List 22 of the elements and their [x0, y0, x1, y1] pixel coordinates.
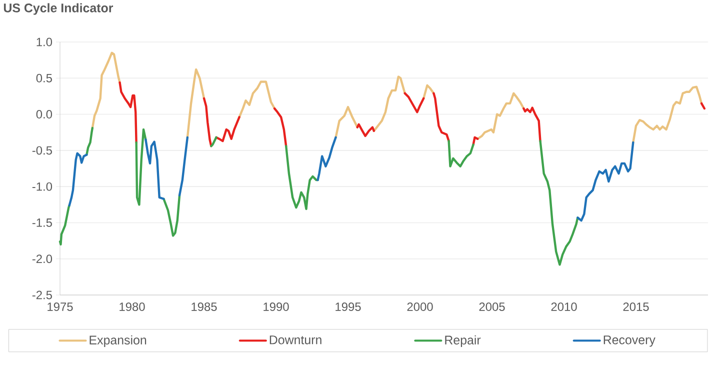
x-tick-label: 2005	[479, 302, 505, 311]
x-tick-label: 2000	[407, 302, 433, 311]
x-tick-label: 1980	[120, 302, 145, 311]
x-tick-label: 1975	[48, 302, 73, 311]
y-tick-label: 0.0	[36, 110, 52, 119]
x-tick-label: 1995	[336, 302, 361, 311]
y-tick-label: -1.0	[32, 182, 52, 191]
x-tick-label: 1985	[192, 302, 217, 311]
x-tick-label: 2015	[623, 302, 649, 311]
y-tick-label: 0.5	[36, 74, 52, 82]
x-tick-label: 2010	[551, 302, 577, 311]
y-tick-label: -2.5	[32, 290, 52, 300]
y-tick-label: 1.0	[36, 38, 52, 46]
chart-title: US Cycle Indicator	[4, 3, 114, 15]
y-tick-label: -1.5	[32, 218, 52, 227]
legend-label: Recovery	[604, 336, 656, 347]
y-tick-label: -0.5	[32, 146, 52, 155]
y-tick-label: -2.0	[32, 254, 52, 264]
x-tick-label: 1990	[264, 302, 289, 311]
legend-label: Expansion	[90, 335, 146, 347]
legend-label: Repair	[445, 335, 481, 347]
legend-label: Downturn	[270, 336, 322, 344]
